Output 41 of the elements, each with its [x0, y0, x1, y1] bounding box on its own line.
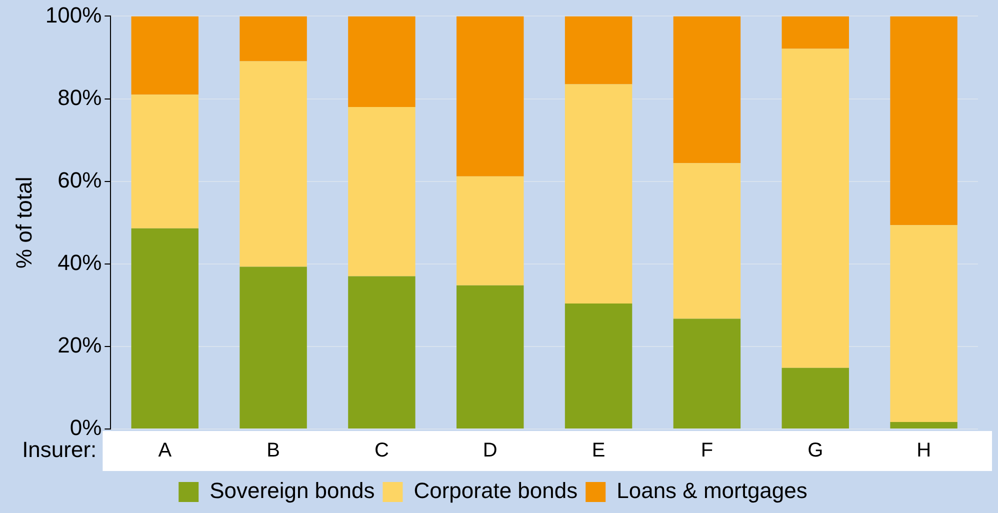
x-tick-label: H [916, 440, 932, 462]
bar [131, 228, 198, 428]
bar [456, 285, 524, 428]
bar [240, 266, 307, 428]
bar [782, 16, 849, 49]
bar [456, 16, 524, 176]
x-tick-label: A [158, 440, 172, 462]
bar [131, 94, 198, 228]
y-tick-label: 80% [58, 84, 102, 110]
bar [564, 16, 632, 84]
y-tick-label: 60% [58, 167, 102, 192]
bar [348, 16, 416, 108]
legend-label: Sovereign bonds [210, 478, 375, 504]
bar [673, 163, 741, 319]
y-tick-label: 40% [58, 250, 102, 275]
bar [240, 16, 307, 62]
bar [673, 318, 741, 428]
y-tick-label: 100% [45, 2, 102, 28]
x-tick-label: E [592, 440, 606, 462]
bar [673, 16, 741, 164]
x-tick-label: G [808, 440, 824, 462]
x-tick-label: C [374, 440, 389, 462]
bar [890, 16, 958, 226]
bar [240, 61, 307, 267]
bar [564, 304, 632, 428]
legend-label: Loans & mortgages [616, 478, 808, 504]
bar [782, 368, 849, 428]
bar [890, 225, 958, 422]
bar [131, 16, 198, 95]
x-tick-label: B [266, 440, 280, 462]
bar [348, 276, 416, 428]
y-tick-label: 20% [58, 332, 102, 358]
bar [564, 84, 632, 304]
bar [890, 422, 958, 428]
legend-label: Corporate bonds [414, 478, 578, 504]
y-axis-title: % of total [11, 176, 36, 268]
x-tick-label: D [482, 440, 498, 462]
bar [782, 48, 849, 368]
bar [456, 176, 524, 286]
bar [348, 107, 416, 276]
x-tick-label: F [700, 440, 714, 462]
